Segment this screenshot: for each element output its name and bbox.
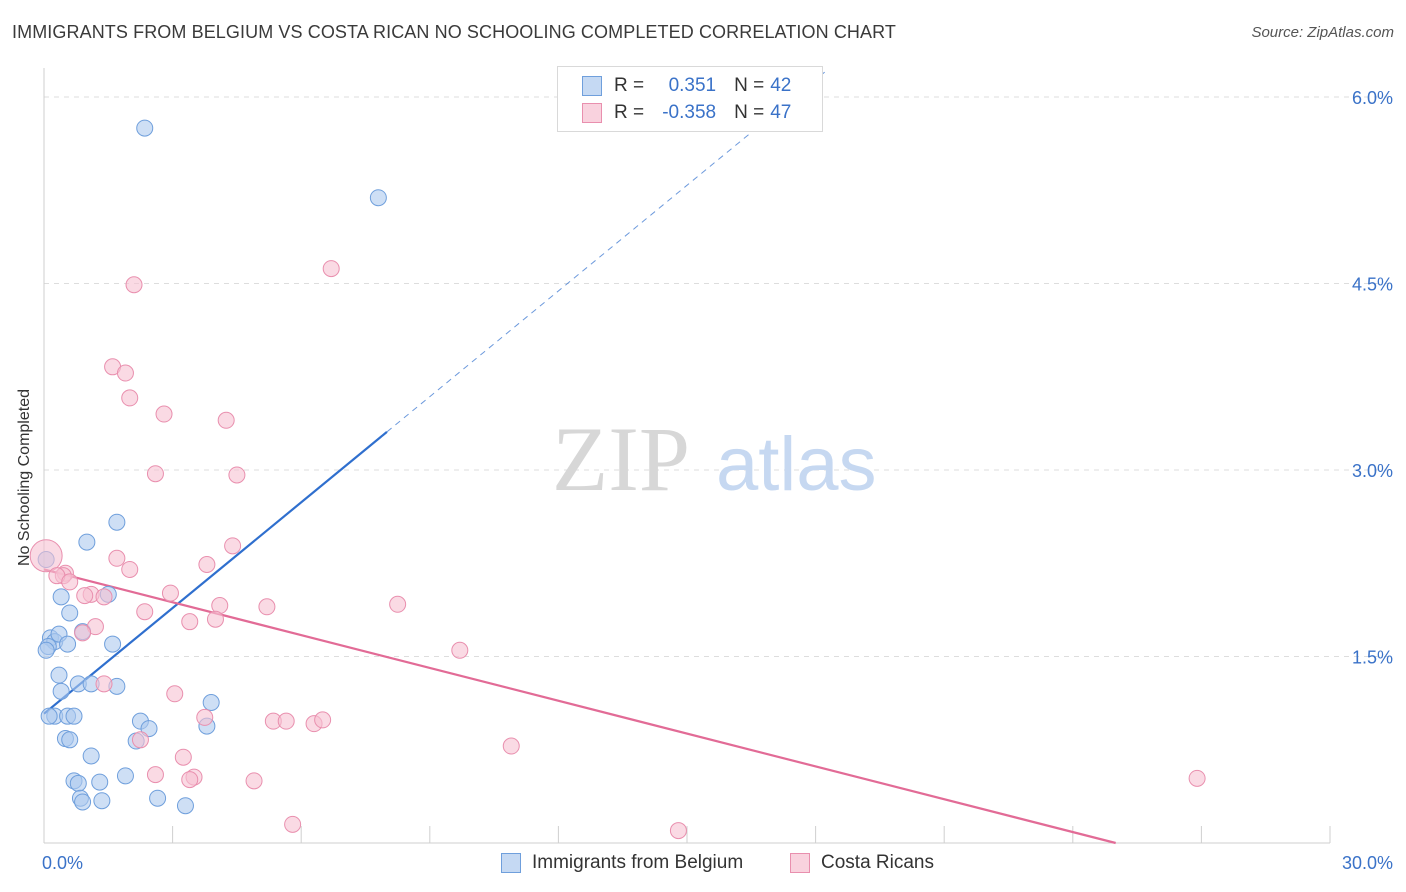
point-belgium (176, 797, 194, 815)
y-tick-label: 3.0% (1352, 461, 1393, 481)
point-belgium (69, 774, 87, 792)
point-belgium (149, 789, 167, 807)
legend-swatch-pink (582, 103, 602, 123)
legend-label-belgium: Immigrants from Belgium (532, 852, 744, 873)
legend-item-belgium: Immigrants from Belgium (501, 852, 743, 874)
legend-row-costa-ricans: R = -0.358 N = 47 (582, 101, 791, 125)
point-costa-rican (196, 708, 214, 726)
point-belgium (74, 793, 92, 811)
point-costa-rican (181, 771, 199, 789)
y-axis-label: No Schooling Completed (16, 389, 33, 566)
point-costa-rican (116, 364, 134, 382)
point-costa-rican (1188, 769, 1206, 787)
legend-r-label: R = (614, 75, 645, 96)
point-belgium (116, 767, 134, 785)
point-costa-rican (245, 772, 263, 790)
legend-item-costa-ricans: Costa Ricans (790, 852, 934, 874)
point-belgium (65, 707, 83, 725)
point-costa-rican (389, 595, 407, 613)
y-tick-label: 4.5% (1352, 275, 1393, 295)
point-costa-rican (74, 624, 92, 642)
y-tick-label: 1.5% (1352, 648, 1393, 668)
point-belgium (104, 635, 122, 653)
point-costa-rican (669, 822, 687, 840)
legend-n-label: N = (734, 75, 765, 96)
legend-swatch-blue (501, 853, 521, 873)
point-costa-rican (108, 549, 126, 567)
point-costa-rican (284, 815, 302, 833)
watermark: ZIP atlas (552, 408, 877, 510)
point-costa-rican (95, 588, 113, 606)
point-costa-rican (146, 465, 164, 483)
point-belgium (93, 792, 111, 810)
point-belgium (82, 747, 100, 765)
correlation-legend: R = 0.351 N = 42 R = -0.358 N = 47 (557, 66, 823, 132)
point-costa-rican (146, 766, 164, 784)
point-costa-rican (322, 260, 340, 278)
point-costa-rican (61, 573, 79, 591)
point-costa-rican (161, 584, 179, 602)
point-costa-rican (166, 685, 184, 703)
point-belgium (78, 533, 96, 551)
point-costa-rican (29, 539, 63, 573)
point-belgium (136, 119, 154, 137)
x-tick-label: 0.0% (42, 853, 83, 873)
point-costa-rican (174, 748, 192, 766)
point-costa-rican (228, 466, 246, 484)
point-costa-rican (121, 389, 139, 407)
series-legend: Immigrants from Belgium Costa Ricans (0, 852, 1406, 878)
point-belgium (61, 731, 79, 749)
legend-n-label: N = (734, 102, 765, 123)
point-belgium (40, 707, 58, 725)
points-layer (29, 119, 1206, 840)
point-belgium (108, 513, 126, 531)
legend-n-value: 42 (770, 75, 792, 96)
point-belgium (37, 641, 55, 659)
point-costa-rican (198, 555, 216, 573)
point-belgium (50, 666, 68, 684)
point-belgium (91, 773, 109, 791)
point-belgium (52, 588, 70, 606)
legend-r-value: 0.351 (668, 75, 717, 96)
point-costa-rican (76, 587, 94, 605)
point-costa-rican (451, 641, 469, 659)
trendline-belgium (43, 431, 388, 715)
legend-swatch-blue (582, 76, 602, 96)
point-costa-rican (502, 737, 520, 755)
point-costa-rican (125, 276, 143, 294)
legend-n-value: 47 (770, 102, 792, 123)
watermark-atlas: atlas (716, 422, 877, 507)
watermark-zip: ZIP (552, 408, 690, 510)
point-belgium (140, 720, 158, 738)
grid-layer (44, 96, 1392, 657)
point-belgium (61, 604, 79, 622)
point-costa-rican (181, 613, 199, 631)
point-belgium (59, 635, 77, 653)
point-costa-rican (314, 711, 332, 729)
point-costa-rican (258, 598, 276, 616)
source-label: Source: ZipAtlas.com (1251, 24, 1394, 41)
point-costa-rican (277, 712, 295, 730)
legend-label-costa-ricans: Costa Ricans (821, 852, 934, 873)
legend-row-belgium: R = 0.351 N = 42 (582, 74, 791, 98)
point-costa-rican (131, 731, 149, 749)
chart-title: IMMIGRANTS FROM BELGIUM VS COSTA RICAN N… (12, 22, 896, 42)
point-costa-rican (95, 675, 113, 693)
legend-swatch-pink (790, 853, 810, 873)
point-belgium (202, 694, 220, 712)
point-costa-rican (206, 610, 224, 628)
x-tick-label: 30.0% (1342, 853, 1393, 873)
point-costa-rican (224, 537, 242, 555)
point-belgium (52, 682, 70, 700)
point-costa-rican (121, 560, 139, 578)
point-belgium (369, 189, 387, 207)
y-tick-label: 6.0% (1352, 88, 1393, 108)
tick-label-layer: 1.5% 3.0% 4.5% 6.0% 0.0% 30.0% (42, 88, 1393, 873)
point-costa-rican (217, 411, 235, 429)
point-costa-rican (136, 603, 154, 621)
legend-r-label: R = (614, 102, 645, 123)
legend-r-value: -0.358 (662, 102, 717, 123)
point-costa-rican (155, 405, 173, 423)
